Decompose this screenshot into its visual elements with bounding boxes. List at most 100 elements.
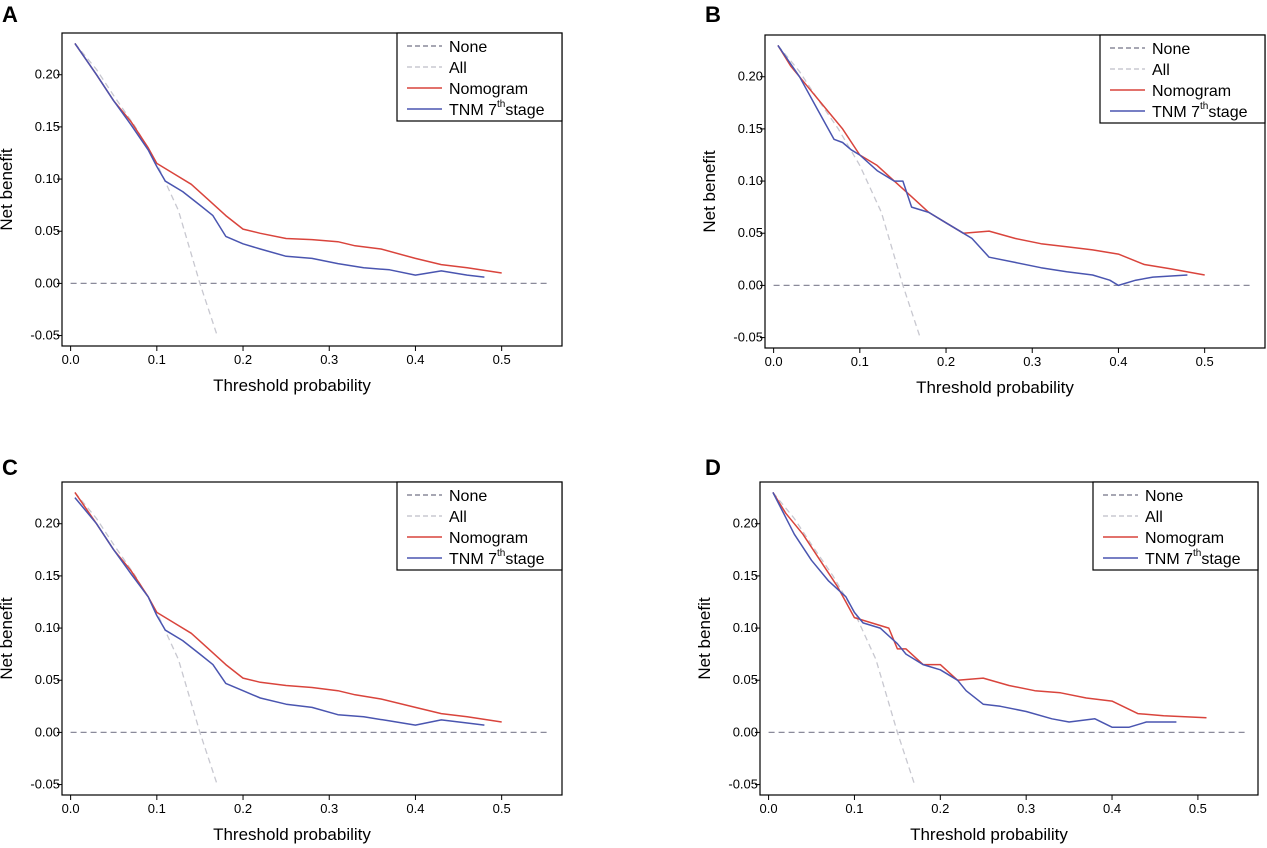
panel-A: A 0.0 0.1 0.2 0.3 0.4 0.5 -0.05 0.00 0.05 0.10 0.15… (0, 2, 563, 395)
legend-box (396, 32, 563, 122)
panel-C: C 0.0 0.1 0.2 0.3 0.4 0.5 -0.05 0.00 0.05 0.10 0.15… (0, 455, 563, 844)
legend-label: Nomogram (1152, 83, 1231, 100)
plot-area (773, 44, 1253, 338)
y-tick-label: 0.10 (733, 620, 758, 635)
y-tick-label: -0.05 (733, 330, 763, 345)
panel-letter: D (705, 455, 721, 480)
y-tick-label: 0.05 (733, 672, 758, 687)
x-tick-label: 0.2 (234, 801, 252, 816)
x-tick-label: 0.5 (493, 352, 511, 367)
legend-label: Nomogram (449, 530, 528, 547)
y-tick-label: 0.20 (733, 516, 758, 531)
legend-label: TNM 7thstage (1152, 101, 1248, 121)
legend-label: All (1145, 509, 1163, 526)
plot-frame (61, 481, 563, 796)
plot-frame (759, 481, 1259, 796)
series-line-tnm-7th-stage (777, 44, 1188, 287)
y-tick-label: 0.15 (35, 119, 60, 134)
y-tick-label: 0.15 (733, 568, 758, 583)
x-tick-label: 0.4 (406, 801, 424, 816)
y-axis-title: Net benefit (700, 150, 719, 232)
legend-label: None (449, 488, 487, 505)
x-tick-label: 0.2 (234, 352, 252, 367)
plot-frame (61, 32, 563, 347)
x-tick-label: 0.5 (1189, 801, 1207, 816)
legend-label: TNM 7thstage (449, 99, 545, 119)
x-axis-title: Threshold probability (213, 825, 371, 844)
y-tick-label: 0.10 (738, 173, 763, 188)
y-axis-title: Net benefit (0, 148, 16, 230)
x-tick-label: 0.4 (1109, 354, 1127, 369)
panel-B: B 0.0 0.1 0.2 0.3 0.4 0.5 -0.05 0.00 0.05 0.10 0.15… (700, 2, 1266, 397)
x-tick-label: 0.0 (765, 354, 783, 369)
x-tick-label: 0.5 (1196, 354, 1214, 369)
y-tick-label: 0.20 (35, 516, 60, 531)
legend-label: All (449, 509, 467, 526)
y-tick-label: 0.00 (733, 724, 758, 739)
y-tick-label: 0.15 (35, 568, 60, 583)
x-tick-label: 0.0 (62, 801, 80, 816)
y-axis-title: Net benefit (0, 597, 16, 679)
y-tick-label: 0.10 (35, 171, 60, 186)
x-tick-label: 0.1 (851, 354, 869, 369)
x-tick-label: 0.3 (1017, 801, 1035, 816)
legend-label: Nomogram (1145, 530, 1224, 547)
legend-box (396, 481, 563, 571)
legend-label: None (449, 39, 487, 56)
panel-D: D 0.0 0.1 0.2 0.3 0.4 0.5 -0.05 0.00 0.05 0.10 0.15… (695, 455, 1259, 844)
panel-letter: B (705, 2, 721, 27)
x-tick-label: 0.1 (148, 801, 166, 816)
y-tick-label: 0.05 (35, 223, 60, 238)
x-tick-label: 0.1 (148, 352, 166, 367)
panel-letter: C (2, 455, 18, 480)
x-tick-label: 0.3 (320, 352, 338, 367)
series-line-all (74, 42, 218, 336)
series-line-tnm-7th-stage (74, 42, 485, 278)
y-tick-label: -0.05 (30, 777, 60, 792)
x-tick-label: 0.4 (406, 352, 424, 367)
legend-label: All (1152, 62, 1170, 79)
y-tick-label: 0.05 (35, 672, 60, 687)
series-line-tnm-7th-stage (74, 497, 485, 726)
y-tick-label: -0.05 (728, 777, 758, 792)
series-line-all (74, 491, 218, 785)
y-tick-label: 0.00 (738, 277, 763, 292)
x-tick-label: 0.3 (320, 801, 338, 816)
plot-frame (764, 34, 1266, 349)
x-tick-label: 0.4 (1103, 801, 1121, 816)
x-tick-label: 0.1 (845, 801, 863, 816)
x-tick-label: 0.2 (931, 801, 949, 816)
legend-label: None (1145, 488, 1183, 505)
plot-area (70, 42, 550, 336)
y-tick-label: 0.15 (738, 121, 763, 136)
x-axis-title: Threshold probability (910, 825, 1068, 844)
legend-label: All (449, 60, 467, 77)
legend-box (1092, 481, 1259, 571)
x-tick-label: 0.0 (760, 801, 778, 816)
plot-area (70, 491, 550, 785)
x-tick-label: 0.2 (937, 354, 955, 369)
legend-label: TNM 7thstage (1145, 548, 1241, 568)
legend-box (1099, 34, 1266, 124)
y-tick-label: 0.00 (35, 275, 60, 290)
series-line-nomogram (74, 42, 502, 274)
x-tick-label: 0.5 (493, 801, 511, 816)
plot-area (768, 491, 1246, 785)
x-axis-title: Threshold probability (213, 376, 371, 395)
x-tick-label: 0.0 (62, 352, 80, 367)
y-tick-label: 0.00 (35, 724, 60, 739)
y-tick-label: 0.20 (35, 67, 60, 82)
series-line-tnm-7th-stage (772, 492, 1177, 728)
y-axis-title: Net benefit (695, 597, 714, 679)
y-tick-label: 0.10 (35, 620, 60, 635)
legend-label: None (1152, 41, 1190, 58)
legend-label: TNM 7thstage (449, 548, 545, 568)
y-tick-label: -0.05 (30, 328, 60, 343)
y-tick-label: 0.20 (738, 69, 763, 84)
y-tick-label: 0.05 (738, 225, 763, 240)
